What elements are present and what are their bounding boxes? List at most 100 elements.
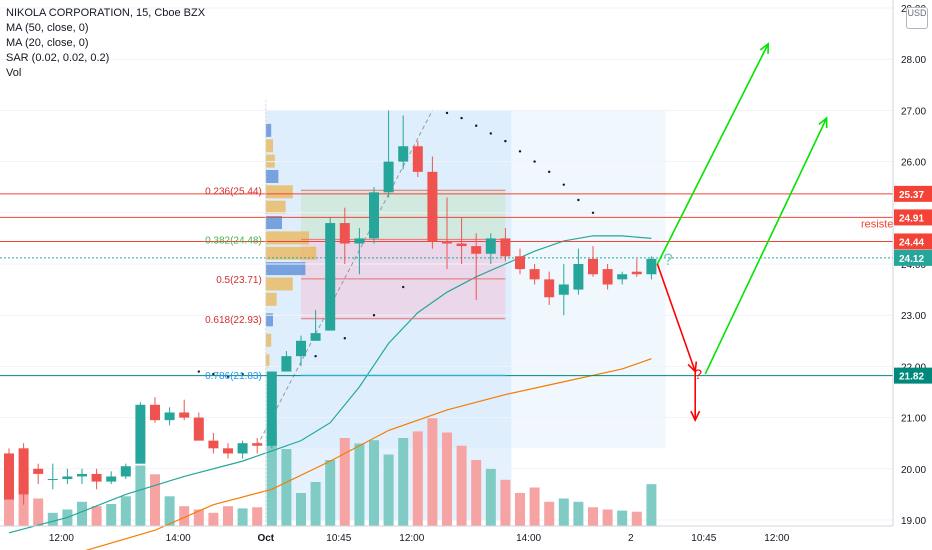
price-tag-label: 21.82 [899, 372, 924, 383]
volume-profile-bar [265, 333, 272, 347]
volume-bar [120, 496, 131, 526]
volume-profile-bar [265, 246, 317, 260]
sar-dot [241, 372, 244, 376]
volume-bar [500, 479, 511, 526]
candle-body [223, 448, 233, 454]
candle-body [33, 468, 44, 474]
candle-body [237, 443, 248, 454]
time-tick-label: 14:00 [516, 533, 541, 544]
volume-profile-bar [265, 123, 272, 137]
candle-body [500, 238, 511, 257]
volume-profile-bar [265, 277, 293, 291]
sar-legend[interactable]: SAR (0.02, 0.02, 0.2) [6, 52, 110, 64]
price-tag: 24.91 [894, 209, 932, 226]
price-tick-label: 21.00 [901, 414, 926, 425]
candle-body [91, 473, 102, 482]
sar-dot [518, 150, 522, 153]
volume-bar [77, 501, 87, 526]
volume-bar [442, 432, 452, 526]
candle-body [471, 246, 482, 254]
volume-bar [529, 487, 540, 526]
volume-bar [602, 509, 613, 526]
volume-bar [471, 460, 482, 526]
volume-bar [588, 507, 598, 526]
question-mark-annotation: ? [663, 250, 672, 269]
candle-body [383, 161, 394, 193]
candle-body [485, 238, 496, 254]
volume-bar [281, 449, 292, 526]
price-tick-label: 20.00 [901, 465, 926, 476]
sar-dot [577, 198, 580, 202]
sar-dot [197, 370, 200, 373]
price-tag: 25.37 [894, 185, 932, 202]
volume-bar [573, 501, 584, 526]
time-tick-label: 14:00 [166, 533, 191, 544]
indicator-legend: NIKOLA CORPORATION, 15, Cboe BZX MA (50,… [6, 6, 205, 81]
volume-bar [208, 512, 219, 526]
candle-body [4, 453, 14, 500]
candle-body [573, 264, 584, 290]
candle-body [398, 146, 409, 162]
price-tag-label: 24.12 [899, 254, 924, 265]
candle-body [515, 256, 525, 270]
time-tick-label: 12:00 [764, 533, 789, 544]
volume-profile-bar [265, 169, 279, 183]
sar-dot [402, 285, 405, 289]
price-tag-label: 24.44 [899, 237, 924, 248]
fib-level-label: 0.618(22.93) [205, 315, 262, 326]
candle-body [106, 476, 117, 482]
price-tag-bg [894, 185, 932, 202]
volume-profile-bar [265, 231, 309, 245]
volume-bar [544, 501, 555, 526]
volume-bar [339, 438, 350, 526]
candle-body [266, 371, 277, 446]
ma20-legend[interactable]: MA (20, close, 0) [6, 37, 89, 49]
symbol-title[interactable]: NIKOLA CORPORATION, 15, Cboe BZX [6, 7, 206, 19]
candle-body [456, 243, 467, 247]
volume-bar [485, 468, 496, 526]
volume-bar [266, 427, 277, 526]
candle-body [310, 333, 321, 341]
projection-arrow-up-2 [704, 117, 828, 375]
projection-arrow-up-1 [656, 43, 769, 265]
candle-body [442, 240, 452, 244]
ma50-line [85, 358, 652, 550]
candle-body [646, 258, 657, 275]
candle-body [544, 279, 555, 298]
price-tick-label: 27.00 [901, 106, 926, 117]
currency-button[interactable]: USD [906, 7, 928, 29]
volume-bar [252, 507, 263, 526]
volume-bar [237, 508, 248, 526]
candle-body [602, 269, 613, 285]
volume-legend[interactable]: Vol [6, 67, 22, 79]
volume-bar [164, 496, 175, 526]
time-tick-label: 12:00 [399, 533, 424, 544]
candle-body [135, 404, 146, 464]
sar-dot [475, 124, 478, 127]
candle-body [631, 271, 642, 275]
candle-body [120, 466, 131, 477]
candle-body [47, 479, 58, 481]
candle-body [588, 258, 598, 275]
candle-body [427, 171, 438, 241]
price-tick-label: 26.00 [901, 158, 926, 169]
sar-dot [343, 337, 346, 340]
candle-body [208, 440, 219, 449]
candle-body [369, 192, 379, 239]
price-tick-label: 19.00 [901, 516, 926, 527]
currency-label: USD [907, 8, 927, 18]
sar-dot [504, 139, 507, 143]
price-tag-bg [894, 209, 932, 226]
candle-body [617, 274, 628, 280]
sar-dot [591, 211, 595, 214]
candle-body [18, 448, 29, 495]
ma50-legend[interactable]: MA (50, close, 0) [6, 22, 89, 34]
volume-profile-bar [265, 200, 286, 214]
candle-body [281, 356, 292, 372]
candle-body [193, 417, 204, 441]
volume-bar [91, 506, 102, 526]
time-tick-label: 2 [628, 533, 634, 544]
candle-body [77, 473, 87, 477]
